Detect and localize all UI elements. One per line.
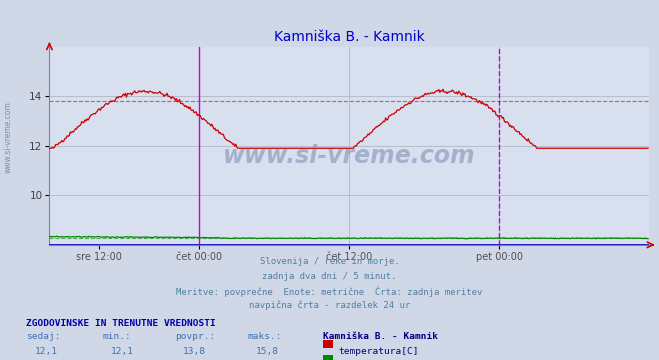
Text: 13,8: 13,8: [183, 347, 206, 356]
Text: povpr.:: povpr.:: [175, 332, 215, 341]
Text: maks.:: maks.:: [247, 332, 281, 341]
Text: Meritve: povprečne  Enote: metrične  Črta: zadnja meritev: Meritve: povprečne Enote: metrične Črta:…: [177, 286, 482, 297]
Text: 12,1: 12,1: [111, 347, 133, 356]
Text: ZGODOVINSKE IN TRENUTNE VREDNOSTI: ZGODOVINSKE IN TRENUTNE VREDNOSTI: [26, 319, 216, 328]
Text: temperatura[C]: temperatura[C]: [339, 347, 419, 356]
Text: Kamniška B. - Kamnik: Kamniška B. - Kamnik: [323, 332, 438, 341]
Text: Slovenija / reke in morje.: Slovenija / reke in morje.: [260, 257, 399, 266]
Text: 15,8: 15,8: [256, 347, 278, 356]
Text: www.si-vreme.com: www.si-vreme.com: [223, 144, 476, 168]
Title: Kamniška B. - Kamnik: Kamniška B. - Kamnik: [274, 30, 424, 44]
Text: www.si-vreme.com: www.si-vreme.com: [3, 101, 13, 173]
Text: sedaj:: sedaj:: [26, 332, 61, 341]
Text: 12,1: 12,1: [35, 347, 57, 356]
Text: zadnja dva dni / 5 minut.: zadnja dva dni / 5 minut.: [262, 272, 397, 281]
Text: navpična črta - razdelek 24 ur: navpična črta - razdelek 24 ur: [249, 301, 410, 310]
Text: min.:: min.:: [102, 332, 131, 341]
